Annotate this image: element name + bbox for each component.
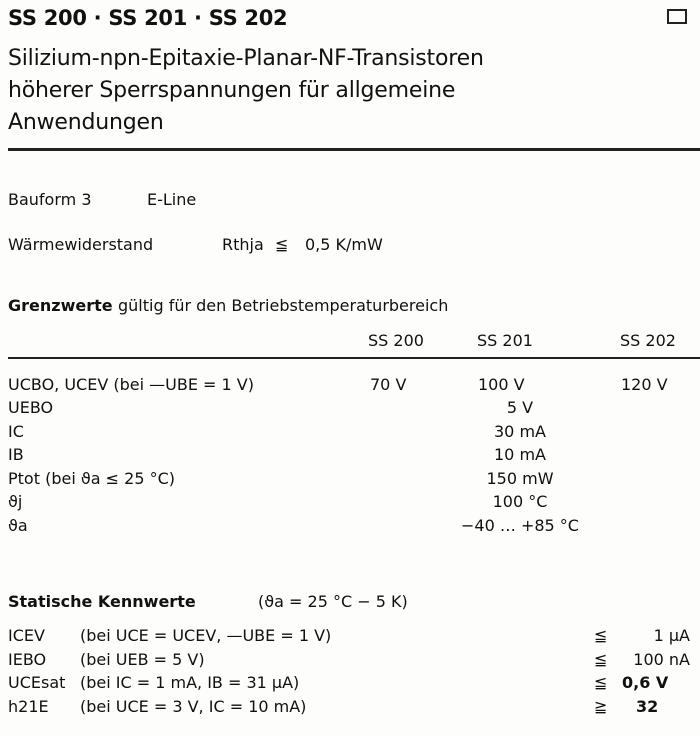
subtitle-line: Anwendungen: [8, 110, 164, 135]
package-value: E-Line: [147, 190, 197, 209]
limits-heading: Grenzwerte: [8, 296, 113, 315]
column-header: SS 200: [368, 331, 424, 350]
subtitle-line: Silizium-npn-Epitaxie-Planar-NF-Transist…: [8, 46, 484, 71]
static-condition: (ϑa = 25 °C − 5 K): [258, 592, 408, 611]
package-label: Bauform 3: [8, 190, 92, 209]
cell: 100 °C: [492, 492, 548, 511]
column-header: SS 201: [477, 331, 533, 350]
row-symbol: UCEsat: [8, 673, 66, 692]
thermal-label: Wärmewiderstand: [8, 235, 154, 254]
row-relation: ≦: [594, 626, 608, 645]
row-condition: (bei UCE = 3 V, IC = 10 mA): [80, 697, 307, 716]
cell: 30 mA: [494, 422, 546, 441]
cell: −40 … +85 °C: [461, 516, 579, 535]
row-condition: (bei UEB = 5 V): [80, 650, 205, 669]
row-symbol: h21E: [8, 697, 49, 716]
row-label: UCBO, UCEV (bei —UBE = 1 V): [8, 375, 254, 394]
row-value: 0,6 V: [622, 673, 669, 692]
thermal-relation: ≦: [275, 235, 289, 254]
row-label: IC: [8, 422, 24, 441]
row-condition: (bei UCE = UCEV, —UBE = 1 V): [80, 626, 332, 645]
row-label: ϑj: [8, 492, 23, 511]
static-heading: Statische Kennwerte: [8, 592, 196, 611]
row-label: Ptot (bei ϑa ≤ 25 °C): [8, 469, 175, 488]
row-label: IB: [8, 445, 24, 464]
row-relation: ≧: [594, 697, 608, 716]
row-symbol: ICEV: [8, 626, 45, 645]
row-relation: ≦: [594, 650, 608, 669]
row-label: UEBO: [8, 398, 54, 417]
row-label: ϑa: [8, 516, 28, 535]
cell: 5 V: [506, 398, 534, 417]
divider: [8, 148, 700, 151]
row-symbol: IEBO: [8, 650, 47, 669]
cell: 100 V: [478, 375, 525, 394]
cell: 120 V: [621, 375, 668, 394]
divider: [8, 357, 700, 359]
cell: 70 V: [370, 375, 407, 394]
column-header: SS 202: [620, 331, 676, 350]
thermal-symbol: Rthja: [222, 235, 264, 254]
limits-heading-rest: gültig für den Betriebstemperaturbereich: [118, 296, 449, 315]
cell: 10 mA: [494, 445, 546, 464]
cell: 150 mW: [486, 469, 554, 488]
row-condition: (bei IC = 1 mA, IB = 31 µA): [80, 673, 300, 692]
thermal-value: 0,5 K/mW: [305, 235, 383, 254]
row-value: 32: [636, 697, 659, 716]
page-title: SS 200 · SS 201 · SS 202: [8, 6, 288, 30]
subtitle-line: höherer Sperrspannungen für allgemeine: [8, 78, 456, 103]
square-marker-icon: [667, 9, 687, 24]
row-value: 100 nA: [633, 650, 690, 669]
row-value: 1 µA: [653, 626, 690, 645]
row-relation: ≦: [594, 673, 608, 692]
